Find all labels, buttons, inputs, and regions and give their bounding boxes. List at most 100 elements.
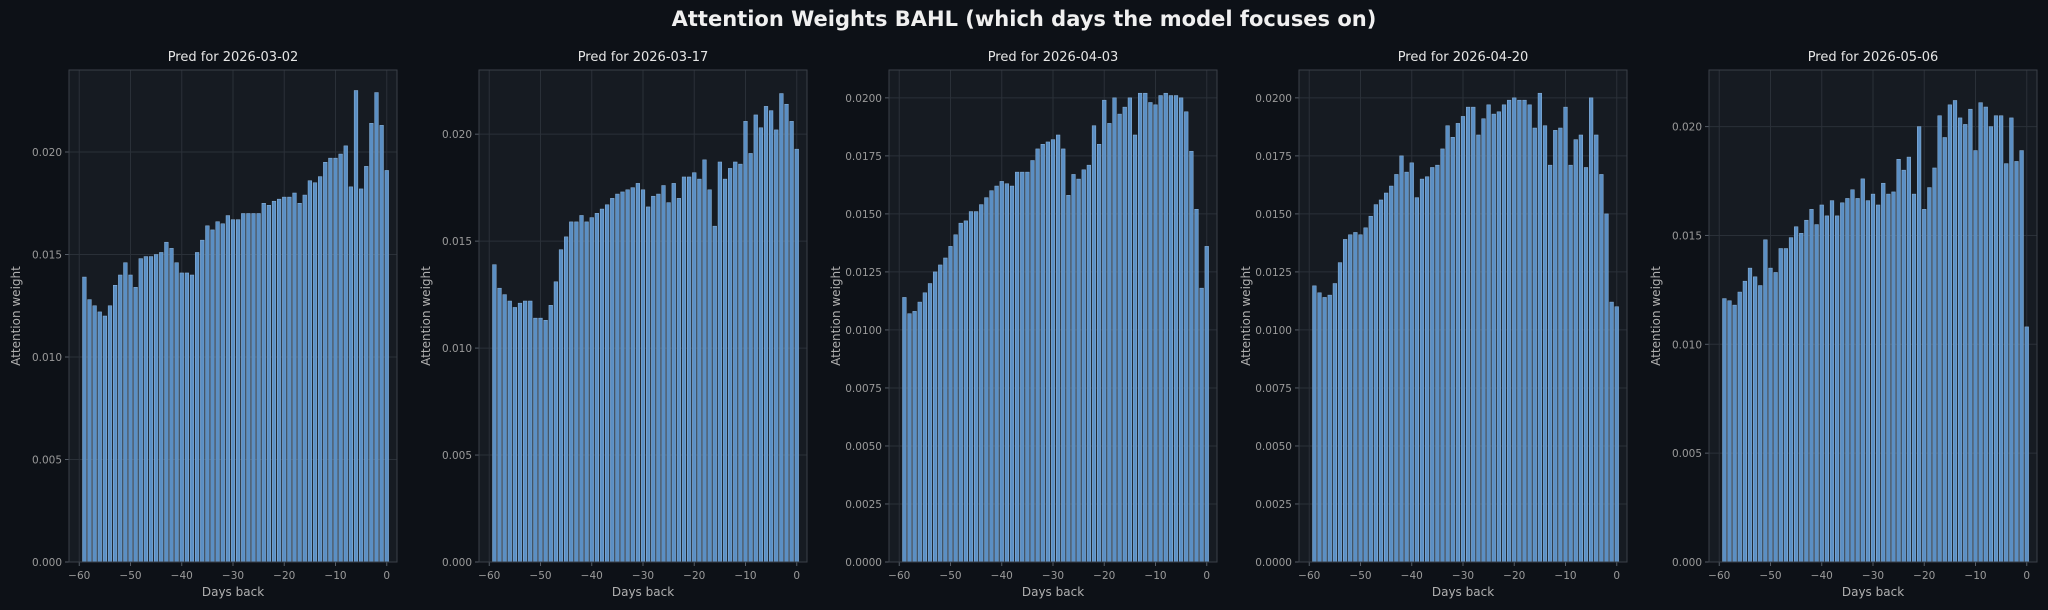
bar [1886,193,1891,563]
bar [215,221,220,563]
bar [610,198,615,563]
bar [1076,178,1081,563]
subplot-3: 0.0000 0.0025 0.0050 0.0075 0.0100 0.0125 0.01… [829,50,1218,599]
bar [1829,200,1835,563]
bar [1179,97,1184,563]
bar [353,90,359,563]
bar [774,129,779,563]
bar [1501,104,1507,563]
bar [1507,99,1512,563]
bar [2009,117,2014,563]
plot-frame [1298,69,1628,563]
bar [676,198,681,563]
subplot-title: Pred for 2026-04-03 [988,50,1119,65]
bar [548,305,553,563]
bar [769,110,774,563]
bar [651,195,656,563]
bar [512,307,517,563]
bar [1189,150,1194,563]
bar [102,315,107,563]
bar [1009,185,1015,563]
bar [1143,92,1148,563]
bar [1737,291,1742,563]
bar [492,264,497,563]
bar [517,302,523,563]
bar [994,185,999,563]
y-tick-label: 0.0175 [845,151,882,163]
bar [225,215,230,563]
bar [1414,197,1419,563]
bar [1204,246,1209,563]
bar [230,219,236,563]
plot-frame [478,69,808,563]
x-axis-label: Days back [612,585,674,599]
bar [1537,92,1542,563]
y-tick-label: 0.0050 [1255,441,1292,453]
bar [282,196,287,563]
bar [1138,92,1143,563]
bar [159,252,164,563]
y-tick-label: 0.0050 [845,441,882,453]
x-tick-label: −30 [222,570,244,582]
bar [497,287,502,563]
bar [912,311,917,563]
y-tick-label: 0.015 [32,250,62,262]
y-tick-label: 0.0000 [845,557,882,569]
x-tick-label: −50 [939,570,961,582]
bar [533,317,538,563]
bar [1332,283,1337,563]
bar [1922,209,1927,563]
y-tick-label: 0.015 [1672,230,1702,242]
bar [318,176,323,563]
bar [338,153,343,563]
bar [1035,148,1040,563]
bar [1153,104,1158,563]
y-axis-label: Attention weight [829,266,843,366]
bar [656,193,661,563]
bar [302,194,307,563]
x-tick-label: −60 [68,570,90,582]
x-tick-label: 0 [793,570,800,582]
bar [927,283,933,563]
plot-frame [68,69,398,563]
bar [1906,156,1911,563]
bar [1937,115,1942,563]
bar [692,172,697,563]
bar [1404,171,1409,563]
bar [1599,174,1604,563]
bar [538,317,543,563]
bar [1742,280,1747,563]
y-tick-label: 0.005 [1672,448,1702,460]
bar [1917,126,1922,563]
y-tick-label: 0.020 [442,129,472,141]
bar [1045,141,1050,563]
x-tick-label: −10 [734,570,756,582]
y-tick-label: 0.000 [32,557,62,569]
bar [343,145,348,563]
bar [1486,104,1491,563]
bar [1927,187,1932,563]
bar [1881,182,1886,563]
bar [1091,125,1097,563]
bar [1471,106,1476,563]
bar [148,256,154,563]
bar [1809,209,1814,563]
bar [379,125,384,563]
x-tick-label: −60 [1708,570,1730,582]
bar [507,300,512,563]
bar [938,264,943,563]
bar [251,213,256,563]
bar [758,127,763,563]
x-tick-label: 0 [1613,570,1620,582]
bar [1368,215,1373,563]
bar [1450,137,1455,563]
bar [348,186,353,563]
plot-frame [1708,69,2038,563]
bar [241,213,246,563]
bar [118,274,123,563]
bar [1040,144,1045,563]
bar [169,248,174,563]
bar [948,246,953,563]
bar [1373,204,1378,563]
